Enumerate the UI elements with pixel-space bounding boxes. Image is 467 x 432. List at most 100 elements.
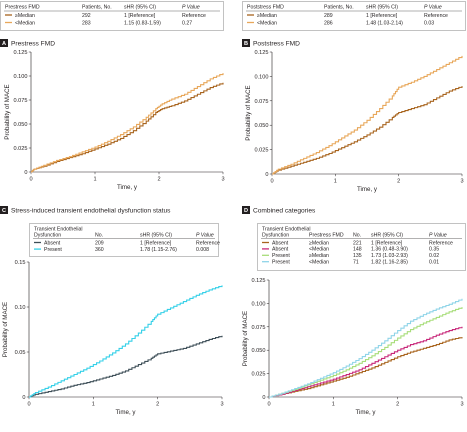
row-p: 0.35 [429, 247, 439, 253]
y-axis-label: Probability of MACE [245, 85, 252, 140]
series-line [29, 335, 223, 398]
row-p: 0.02 [429, 253, 439, 259]
y-tick-label: 0.10 [15, 305, 26, 311]
header-label: Transient Endothelial [34, 227, 83, 233]
x-tick-label: 0 [270, 179, 273, 185]
y-axis-label: Probability of MACE [2, 302, 9, 357]
plot-area: 0 0.025 0.050 0.075 0.100 0.125 0 1 2 3 Time, y Pro… [245, 50, 464, 193]
plot-area: 0 0.025 0.050 0.075 0.100 0.125 0 1 2 3 Time, y Pro… [4, 50, 225, 191]
row-label: <Median [15, 20, 35, 26]
row-fmd: <Median [309, 247, 329, 253]
table-border [29, 223, 219, 257]
y-tick-label: 0.050 [252, 348, 266, 354]
y-tick-label: 0 [24, 170, 27, 176]
panel-letter: C [2, 208, 6, 214]
row-n: 71 [353, 260, 359, 266]
panel-c: C Stress-induced transient endothelial dy… [0, 206, 224, 416]
header-pvalue: P Value [429, 233, 447, 239]
x-axis-label: Time, y [117, 184, 138, 191]
panel-title: Prestress FMD [11, 40, 55, 47]
y-tick-label: 0.025 [14, 146, 28, 152]
table-row: Absent 209 1 [Reference] Reference [34, 240, 220, 246]
table-border [0, 1, 224, 31]
row-p: 0.03 [424, 20, 434, 26]
panel-b: B Poststress FMD Poststress FMD Patients, N… [242, 1, 466, 193]
y-tick-label: 0.050 [255, 123, 269, 129]
table-row: Present <Median 71 1.82 (1.16-2.85) 0.01 [262, 260, 439, 266]
row-shr: 1 [Reference] [366, 13, 398, 19]
table-row: Absent <Median 148 1.36 (0.48-3.90) 0.35 [262, 247, 439, 253]
row-label: Present [272, 260, 290, 266]
x-tick-label: 0 [29, 177, 32, 183]
y-tick-label: 0.125 [14, 50, 28, 56]
x-tick-label: 3 [220, 402, 223, 408]
row-n: 209 [95, 240, 104, 246]
row-fmd: ≥Median [309, 240, 329, 246]
table-border [257, 223, 466, 271]
row-n: 292 [82, 13, 91, 19]
row-fmd: ≥Median [309, 253, 329, 259]
legend-table: Poststress FMD Patients, No. sHR (95% CI) P… [242, 1, 466, 31]
table-row: <Median 283 1.15 (0.83-1.59) 0.27 [5, 20, 192, 26]
y-tick-label: 0.025 [255, 148, 269, 154]
row-n: 221 [353, 240, 362, 246]
row-p: 0.01 [429, 260, 439, 266]
header-no: No. [353, 233, 361, 239]
row-shr: 1.82 (1.16-2.85) [371, 260, 408, 266]
x-tick-label: 3 [460, 179, 463, 185]
x-axis-label: Time, y [115, 409, 136, 416]
x-tick-label: 1 [332, 402, 335, 408]
header-shr: sHR (95% CI) [371, 233, 403, 239]
series-line [29, 285, 223, 398]
panel-title: Poststress FMD [253, 40, 300, 47]
row-shr: 1.78 (1.15-2.76) [140, 247, 177, 253]
table-row: Present 360 1.78 (1.15-2.76) 0.008 [34, 247, 209, 253]
panel-letter: B [244, 41, 248, 47]
row-p: Reference [429, 240, 453, 246]
header-shr: sHR (95% CI) [124, 5, 156, 11]
row-label: Absent [272, 247, 289, 253]
row-n: 135 [353, 253, 362, 259]
y-tick-label: 0.05 [15, 350, 26, 356]
row-p: 0.27 [182, 20, 192, 26]
row-n: 360 [95, 247, 104, 253]
series-line [272, 86, 463, 175]
plot-area: 0 0.025 0.050 0.075 0.100 0.125 0 1 2 3 Time, y Pro… [242, 278, 464, 416]
header-no: Patients, No. [82, 5, 112, 11]
panel-title: Stress-induced transient endothelial dys… [11, 207, 171, 214]
row-label: ≥Median [257, 13, 277, 19]
panel-heading: A Prestress FMD [0, 39, 55, 47]
header-pvalue: P Value [424, 5, 442, 11]
y-tick-label: 0.075 [14, 98, 28, 104]
x-tick-label: 0 [27, 402, 30, 408]
x-tick-label: 2 [157, 177, 160, 183]
panel-heading: B Poststress FMD [242, 39, 300, 47]
x-tick-label: 1 [334, 179, 337, 185]
panel-heading: D Combined categories [242, 206, 316, 214]
row-label: <Median [257, 20, 277, 26]
x-axis-label: Time, y [357, 186, 378, 193]
y-tick-label: 0.100 [255, 74, 269, 80]
header-label: Transient Endothelial [262, 227, 311, 233]
header-fmd: Prestress FMD [309, 233, 344, 239]
row-p: Reference [182, 13, 206, 19]
y-tick-label: 0.025 [252, 372, 266, 378]
row-n: 289 [324, 13, 333, 19]
legend-table: Prestress FMD Patients, No. sHR (95% CI) P … [0, 1, 224, 31]
table-row: ≥Median 289 1 [Reference] Reference [247, 13, 448, 19]
y-tick-label: 0.075 [255, 99, 269, 105]
panel-d: D Combined categories Transient Endothelia… [242, 206, 466, 416]
header-no: Patients, No. [324, 5, 354, 11]
row-n: 148 [353, 247, 362, 253]
y-tick-label: 0.050 [14, 122, 28, 128]
x-tick-label: 2 [156, 402, 159, 408]
header-shr: sHR (95% CI) [366, 5, 398, 11]
y-axis-label: Probability of MACE [242, 311, 249, 366]
row-n: 286 [324, 20, 333, 26]
x-tick-label: 1 [92, 402, 95, 408]
y-tick-label: 0 [22, 395, 25, 401]
x-axis-label: Time, y [355, 409, 376, 416]
y-tick-label: 0.15 [15, 260, 26, 266]
